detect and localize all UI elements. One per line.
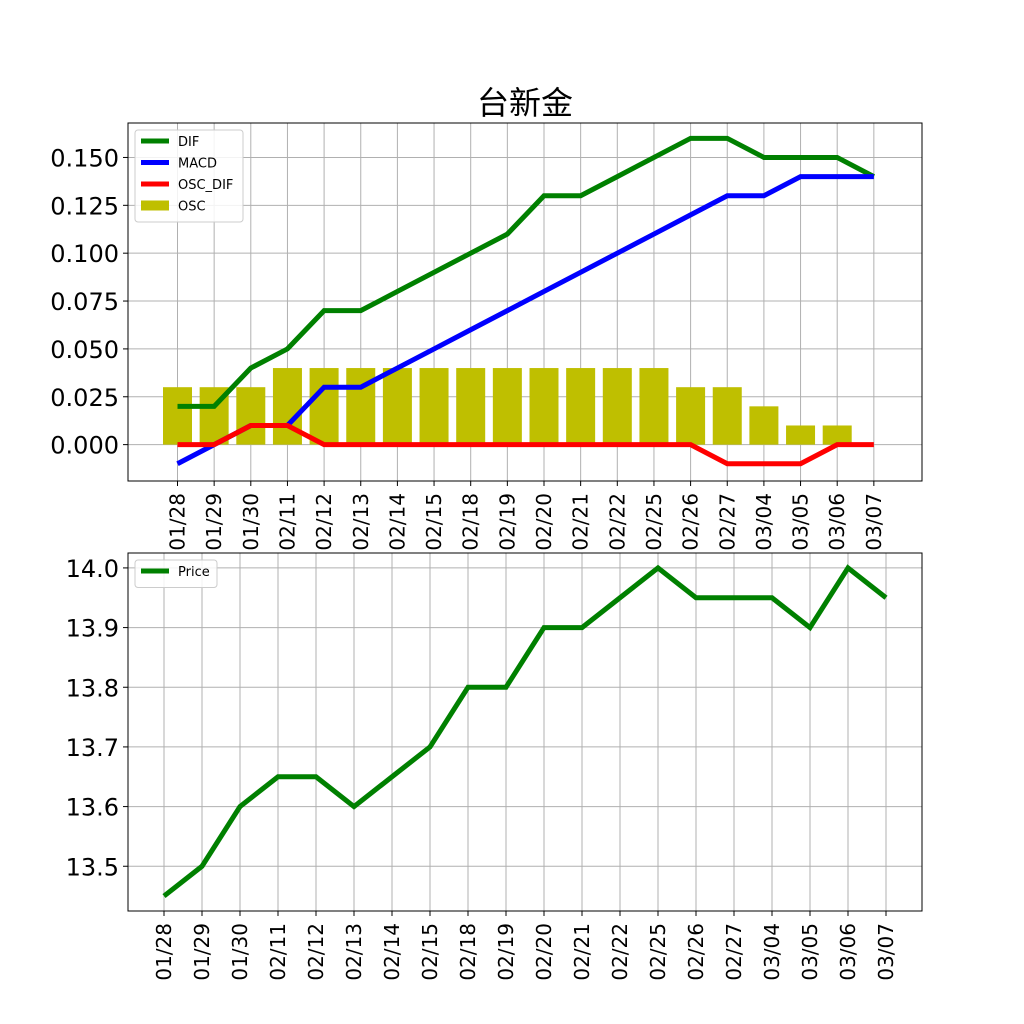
x-tick-label: 01/29: [202, 493, 226, 551]
y-tick-label: 13.9: [66, 615, 119, 643]
grid: 0.000 0.025 0.050 0.075 0.100 0.125 0.150 01/28…: [50, 123, 922, 551]
x-tick-label: 02/21: [570, 923, 594, 981]
osc-bar: [309, 368, 339, 445]
osc-bar: [749, 406, 779, 445]
y-tick-label: 0.150: [50, 144, 119, 172]
legend-box: [134, 559, 218, 588]
y-tick-label: 13.7: [66, 734, 119, 762]
x-tick-label: 02/25: [646, 923, 670, 981]
osc-bar: [712, 387, 742, 445]
y-tick-label: 0.075: [50, 288, 119, 316]
x-tick-label: 02/15: [418, 923, 442, 981]
x-tick-label: 02/14: [385, 493, 409, 551]
x-tick-label: 02/13: [342, 923, 366, 981]
y-tick-label: 0.000: [50, 432, 119, 460]
macd-panel: 0.000 0.025 0.050 0.075 0.100 0.125 0.150 01/28…: [50, 122, 923, 551]
osc-bar: [236, 387, 266, 445]
osc-bar: [382, 368, 412, 445]
x-tick-label: 01/28: [152, 923, 176, 981]
x-tick-label: 01/28: [166, 493, 190, 551]
legend: DIF MACD OSC_DIF OSC: [134, 129, 244, 223]
y-tick-label: 13.6: [66, 794, 119, 822]
x-tick-label: 03/04: [760, 923, 784, 981]
x-tick-label: 01/30: [239, 493, 263, 551]
y-tick-label: 14.0: [66, 555, 119, 583]
series-osc-dif-line: [177, 422, 874, 467]
x-tick-label: 02/14: [380, 923, 404, 981]
series-macd-line: [176, 174, 874, 466]
legend-swatch: [141, 200, 169, 211]
legend-label: OSC: [178, 200, 206, 215]
osc-bar: [786, 425, 816, 445]
x-tick-label: 01/29: [190, 923, 214, 981]
osc-bar: [676, 387, 706, 445]
plot-frame: [127, 552, 923, 912]
x-tick-label: 03/07: [862, 493, 886, 551]
x-tick-label: 02/22: [608, 923, 632, 981]
legend-label: DIF: [178, 135, 199, 150]
osc-bar: [602, 368, 632, 445]
osc-bar: [639, 368, 669, 445]
legend-label: OSC_DIF: [178, 178, 233, 193]
x-tick-label: 02/12: [312, 493, 336, 551]
price-panel: 13.5 13.6 13.7 13.8 13.9 14.0 01/28 01/29 01/30 0…: [66, 552, 923, 981]
osc-bar: [822, 425, 852, 445]
legend: Price: [134, 559, 218, 588]
x-tick-label: 02/13: [349, 493, 373, 551]
x-tick-label: 02/26: [679, 493, 703, 551]
y-tick-label: 0.025: [50, 384, 119, 412]
x-tick-label: 02/27: [715, 493, 739, 551]
osc-bar: [492, 368, 522, 445]
x-tick-label: 02/18: [456, 923, 480, 981]
chart-title: 台新金: [477, 84, 573, 122]
legend-label: MACD: [178, 157, 217, 172]
osc-bar: [566, 368, 596, 445]
series-osc-bars: [163, 368, 852, 445]
x-tick-label: 03/07: [874, 923, 898, 981]
osc-bar: [529, 368, 559, 445]
x-tick-label: 03/05: [789, 493, 813, 551]
x-tick-label: 03/06: [825, 493, 849, 551]
legend-label: Price: [178, 565, 210, 580]
x-tick-label: 02/26: [684, 923, 708, 981]
x-tick-label: 02/21: [569, 493, 593, 551]
x-tick-label: 03/06: [836, 923, 860, 981]
x-tick-label: 03/04: [752, 493, 776, 551]
x-tick-label: 02/18: [459, 493, 483, 551]
x-tick-label: 01/30: [228, 923, 252, 981]
x-tick-label: 02/11: [266, 923, 290, 981]
x-tick-label: 02/15: [422, 493, 446, 551]
series-price-line: [162, 564, 888, 899]
x-tick-label: 02/22: [605, 493, 629, 551]
y-tick-label: 13.8: [66, 674, 119, 702]
x-tick-label: 02/25: [642, 493, 666, 551]
x-tick-label: 02/12: [304, 923, 328, 981]
x-tick-label: 02/11: [275, 493, 299, 551]
grid: 13.5 13.6 13.7 13.8 13.9 14.0 01/28 01/29 01/30 0…: [66, 553, 922, 981]
x-tick-label: 02/20: [532, 923, 556, 981]
x-tick-label: 02/27: [722, 923, 746, 981]
y-tick-label: 0.100: [50, 240, 119, 268]
y-tick-label: 0.050: [50, 336, 119, 364]
x-tick-label: 02/19: [495, 493, 519, 551]
series-dif-line: [177, 135, 876, 409]
osc-bar: [456, 368, 486, 445]
x-tick-label: 02/19: [494, 923, 518, 981]
y-tick-label: 0.125: [50, 192, 119, 220]
x-tick-label: 02/20: [532, 493, 556, 551]
plot-frame: [127, 122, 923, 482]
osc-bar: [163, 387, 192, 445]
y-tick-label: 13.5: [66, 853, 119, 881]
legend-box: [134, 129, 244, 223]
x-tick-label: 03/05: [798, 923, 822, 981]
osc-bar: [419, 368, 449, 445]
